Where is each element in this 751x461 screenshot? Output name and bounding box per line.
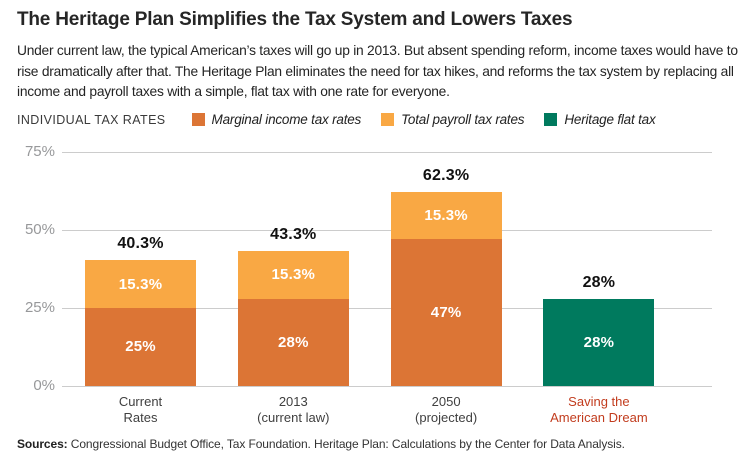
bar: 28% 28% xyxy=(543,274,655,386)
legend-swatch-icon xyxy=(544,113,558,126)
bar-total-label: 28% xyxy=(582,273,616,291)
gridline xyxy=(62,308,712,309)
x-axis-label-line: (current law) xyxy=(257,410,330,425)
bar-segment: 15.3% xyxy=(237,250,349,299)
segment-value-label: 25% xyxy=(125,338,156,356)
bar-total-label: 62.3% xyxy=(422,166,470,184)
x-axis-label-line: Current xyxy=(118,394,163,409)
segment-value-label: 15.3% xyxy=(118,275,163,293)
sources-prefix: Sources: xyxy=(17,437,68,451)
sources-text: Congressional Budget Office, Tax Foundat… xyxy=(67,437,625,451)
legend: INDIVIDUAL TAX RATES Marginal income tax… xyxy=(17,112,739,127)
y-axis-tick-label: 0% xyxy=(33,377,55,394)
legend-item: Total payroll tax rates xyxy=(381,112,525,127)
x-axis-label-line: Rates xyxy=(123,410,158,425)
chart-description: Under current law, the typical American’… xyxy=(17,43,738,99)
bar-total-label: 43.3% xyxy=(270,225,317,243)
chart-title: The Heritage Plan Simplifies the Tax Sys… xyxy=(17,9,573,30)
legend-swatch-icon xyxy=(381,113,395,126)
segment-value-label: 47% xyxy=(430,304,462,322)
bar: 43.3% 28% 15.3% xyxy=(237,226,349,386)
bar-segment: 47% xyxy=(390,239,502,386)
segment-value-label: 28% xyxy=(277,333,309,351)
legend-items: Marginal income tax rates Total payroll t… xyxy=(191,112,676,127)
legend-item: Marginal income tax rates xyxy=(191,112,362,127)
x-axis-label-line: American Dream xyxy=(550,410,648,425)
y-axis-tick-label: 50% xyxy=(24,221,55,238)
bar-segment: 25% xyxy=(85,307,196,386)
bar-segment: 15.3% xyxy=(390,191,502,240)
bar-segment: 28% xyxy=(543,298,655,386)
x-axis-category-label: Saving the American Dream xyxy=(524,394,674,426)
bar-segment: 15.3% xyxy=(85,260,196,308)
x-axis-label-line: 2013 xyxy=(278,394,308,409)
legend-label: Marginal income tax rates xyxy=(211,112,362,127)
bar: 62.3% 47% 15.3% xyxy=(390,167,502,386)
bar-segment: 28% xyxy=(237,298,349,386)
legend-heading: INDIVIDUAL TAX RATES xyxy=(17,112,166,127)
y-axis-tick-label: 75% xyxy=(24,143,55,160)
bar: 40.3% 25% 15.3% xyxy=(85,235,196,386)
x-axis-category-label: 2013 (current law) xyxy=(218,394,368,426)
legend-item: Heritage flat tax xyxy=(544,112,656,127)
bar-total-label: 40.3% xyxy=(117,235,164,253)
x-axis-label-line: Saving the xyxy=(568,394,630,409)
legend-swatch-icon xyxy=(191,113,205,126)
stacked-bar-chart: 75% 50% 25% 0% 40.3% 25% 15.3% Current Rates 43.3… xyxy=(0,143,751,435)
gridline xyxy=(62,152,712,153)
y-axis-tick-label: 25% xyxy=(24,299,55,316)
x-axis-category-label: Current Rates xyxy=(66,394,216,426)
gridline xyxy=(62,230,712,231)
segment-value-label: 15.3% xyxy=(271,266,316,284)
x-axis-label-line: 2050 xyxy=(431,394,461,409)
sources-note: Sources: Congressional Budget Office, Ta… xyxy=(17,437,625,451)
legend-label: Total payroll tax rates xyxy=(401,112,525,127)
x-axis-category-label: 2050 (projected) xyxy=(371,394,521,426)
x-axis-label-line: (projected) xyxy=(415,410,478,425)
segment-value-label: 28% xyxy=(583,333,615,351)
gridline xyxy=(62,386,712,387)
segment-value-label: 15.3% xyxy=(424,206,468,224)
legend-label: Heritage flat tax xyxy=(564,112,656,127)
